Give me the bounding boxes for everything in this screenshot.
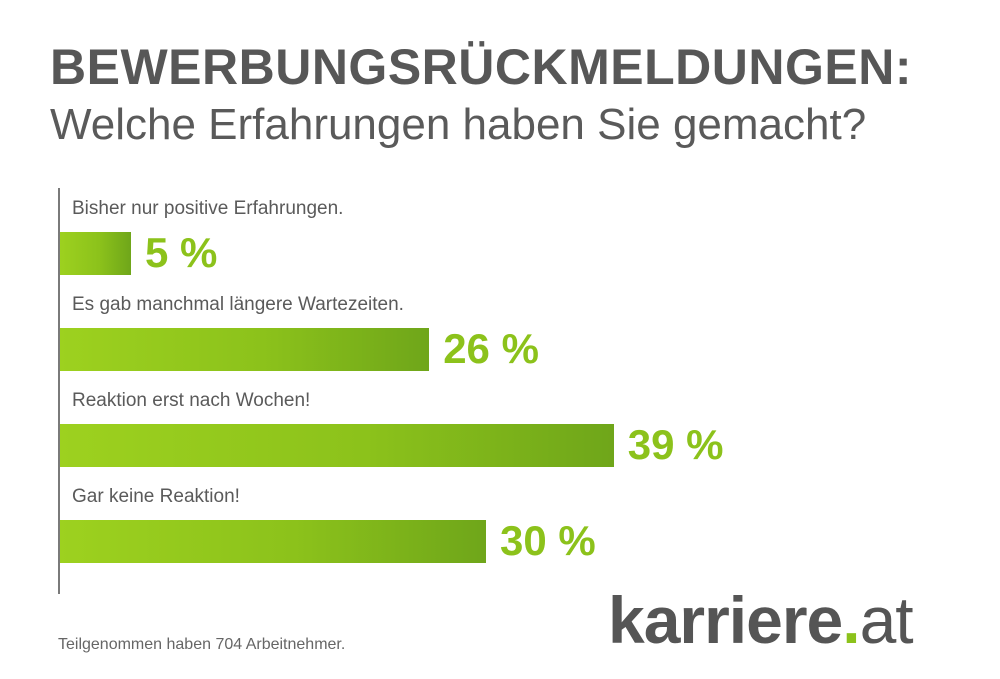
bar-value-label: 30 % xyxy=(500,517,596,564)
bar-value-label: 26 % xyxy=(443,325,539,372)
bar xyxy=(60,232,131,275)
bar xyxy=(60,328,430,371)
bar-category-label: Es gab manchmal längere Wartezeiten. xyxy=(72,294,404,315)
logo-tld: at xyxy=(859,583,914,657)
bar-value-label: 5 % xyxy=(145,229,218,276)
bar xyxy=(60,424,614,467)
logo-dot: . xyxy=(842,583,860,657)
chart-title: BEWERBUNGSRÜCKMELDUNGEN: xyxy=(50,39,912,95)
bar-value-label: 39 % xyxy=(627,421,724,468)
footnote: Teilgenommen haben 704 Arbeitnehmer. xyxy=(58,636,346,653)
karriere-logo: karriere.at xyxy=(608,582,914,658)
axis-line xyxy=(58,188,60,594)
logo-brand: karriere xyxy=(608,583,843,657)
bar-category-label: Reaktion erst nach Wochen! xyxy=(72,390,311,411)
bar-category-label: Bisher nur positive Erfahrungen. xyxy=(72,198,344,219)
chart-subtitle: Welche Erfahrungen haben Sie gemacht? xyxy=(50,100,867,149)
bar xyxy=(60,520,486,563)
bar-category-label: Gar keine Reaktion! xyxy=(72,486,240,507)
